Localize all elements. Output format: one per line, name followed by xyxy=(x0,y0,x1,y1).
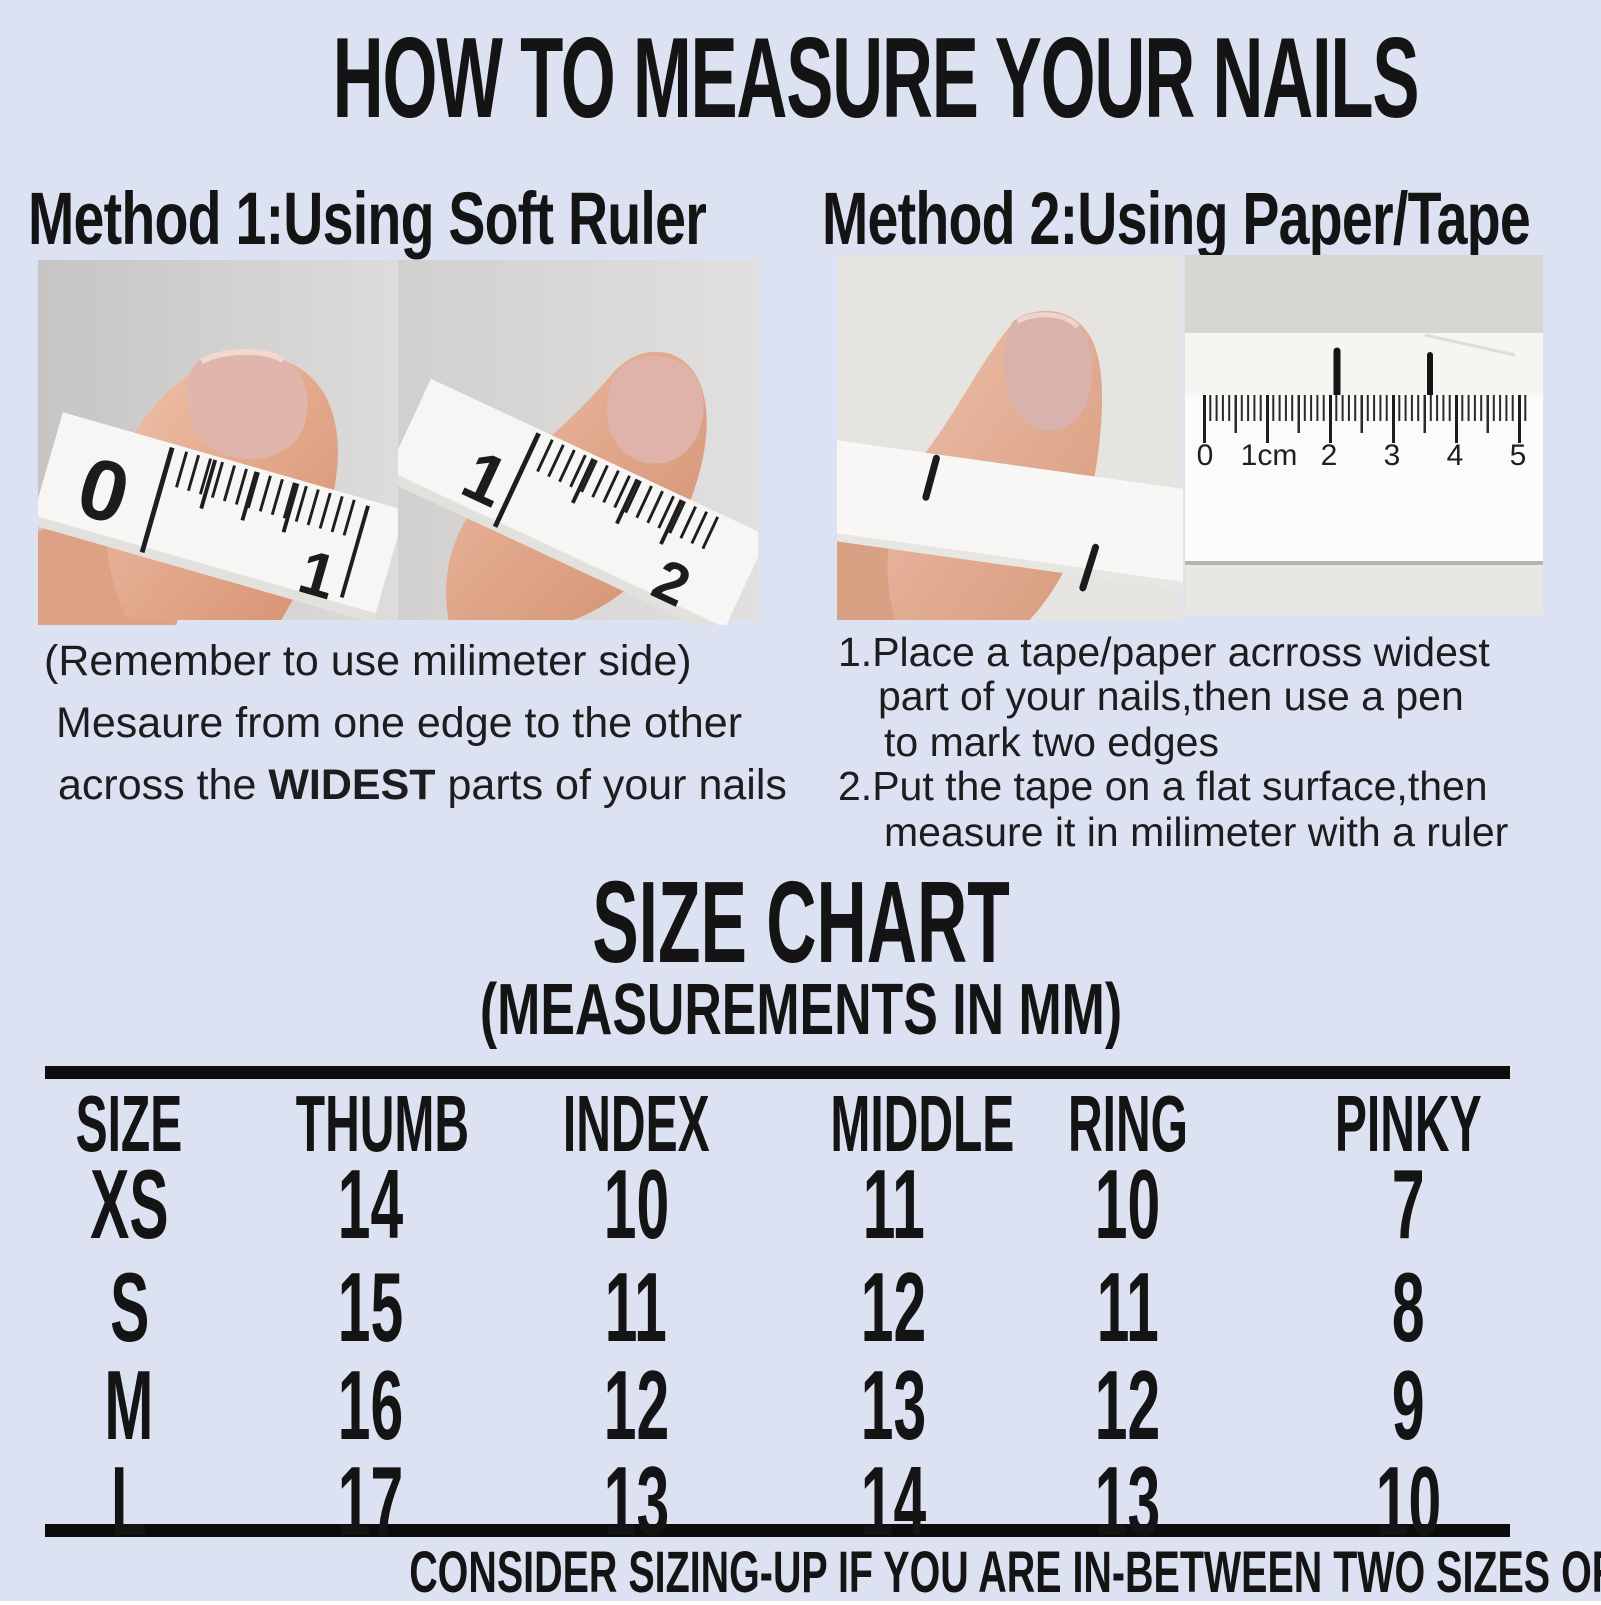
size-row-m: M 16 12 13 12 9 xyxy=(104,1350,1425,1460)
method2-photo-ruler: 0 1cm 2 3 4 5 xyxy=(1185,255,1543,615)
method2-step1-line3: to mark two edges xyxy=(884,719,1219,765)
col-header-size: SIZE xyxy=(75,1079,183,1168)
method2-photo-paper-on-thumb xyxy=(837,255,1183,620)
size-row-l: L 17 13 14 13 10 xyxy=(111,1446,1442,1556)
ruler-bottom-edge xyxy=(1185,561,1543,565)
method1-line3: across the WIDEST parts of your nails xyxy=(58,761,787,809)
method1-note: (Remember to use milimeter side) xyxy=(44,637,692,685)
pen-mark-left xyxy=(922,454,940,501)
method2-step1-line2: part of your nails,then use a pen xyxy=(878,673,1464,719)
col-header-ring: RING xyxy=(1067,1079,1188,1168)
row-size-label: M xyxy=(104,1350,154,1460)
method2-heading: Method 2:Using Paper/Tape xyxy=(822,177,1531,260)
method1-heading: Method 1:Using Soft Ruler xyxy=(28,177,707,260)
size-chart-subheading: (MEASUREMENTS IN MM) xyxy=(479,970,1122,1050)
soft-ruler-tape: 1 2 xyxy=(398,378,758,625)
ruler-label-4: 4 xyxy=(1447,439,1464,472)
table-bottom-rule xyxy=(45,1524,1510,1537)
size-row-xs: XS 14 10 11 10 7 xyxy=(89,1149,1425,1259)
thumbnail-shape xyxy=(1004,311,1093,431)
row-size-label: XS xyxy=(89,1149,169,1259)
table-top-rule xyxy=(45,1066,1510,1079)
page-title: HOW TO MEASURE YOUR NAILS xyxy=(0,22,1601,136)
ruler-label-0: 0 xyxy=(1197,439,1214,472)
ruler-body xyxy=(1185,395,1543,563)
col-header-index: INDEX xyxy=(562,1079,710,1168)
method1-photo-soft-ruler-b: 1 2 xyxy=(398,255,758,625)
row-size-label: S xyxy=(109,1252,149,1362)
thumbnail-shape xyxy=(186,350,308,459)
col-header-pinky: PINKY xyxy=(1334,1079,1482,1168)
soft-ruler-photo-b-illustration: 1 2 xyxy=(398,260,758,625)
footer-note: CONSIDER SIZING-UP IF YOU ARE IN-BETWEEN… xyxy=(409,1540,1601,1605)
method2-step1-line1: 1.Place a tape/paper acrross widest xyxy=(838,629,1490,675)
size-row-s: S 15 11 12 11 8 xyxy=(109,1252,1425,1362)
ruler-lower-face xyxy=(1185,565,1543,615)
soft-ruler-photo-a-illustration: 0 1 xyxy=(38,260,398,625)
paper-strip xyxy=(1185,333,1543,403)
col-header-thumb: THUMB xyxy=(296,1079,470,1168)
method1-photo-soft-ruler-a: 0 1 xyxy=(38,255,398,625)
ruler-label-5: 5 xyxy=(1510,439,1527,472)
nail-highlight xyxy=(200,349,285,364)
table-surface xyxy=(1185,255,1543,335)
pen-mark-right xyxy=(1079,543,1100,592)
paper-wrinkle xyxy=(1424,333,1516,357)
method2-step2-line2: measure it in milimeter with a ruler xyxy=(884,809,1509,855)
page-title-text: HOW TO MEASURE YOUR NAILS xyxy=(332,15,1420,142)
size-chart-heading: SIZE CHART xyxy=(591,857,1010,987)
soft-ruler-tape: 0 1 xyxy=(38,412,398,623)
nail-highlight xyxy=(1016,312,1080,329)
row-size-label: L xyxy=(111,1446,148,1556)
ruler-photo-illustration: 0 1cm 2 3 4 5 xyxy=(1185,255,1543,615)
ruler-label-2: 2 xyxy=(1321,439,1338,472)
thumbnail-shape xyxy=(606,356,704,464)
method2-step2-line1: 2.Put the tape on a flat surface,then xyxy=(838,763,1488,809)
method1-line2: Mesaure from one edge to the other xyxy=(56,699,743,747)
paper-on-thumb-illustration xyxy=(837,255,1183,620)
ruler-label-3: 3 xyxy=(1384,439,1401,472)
col-header-middle: MIDDLE xyxy=(830,1079,1015,1168)
paper-strip xyxy=(837,440,1183,592)
ruler-label-1cm: 1cm xyxy=(1241,439,1298,472)
widest-emphasis: WIDEST xyxy=(268,761,436,809)
mm-ticks xyxy=(536,439,726,553)
size-table-header: SIZE THUMB INDEX MIDDLE RING PINKY xyxy=(20,1084,1580,1164)
